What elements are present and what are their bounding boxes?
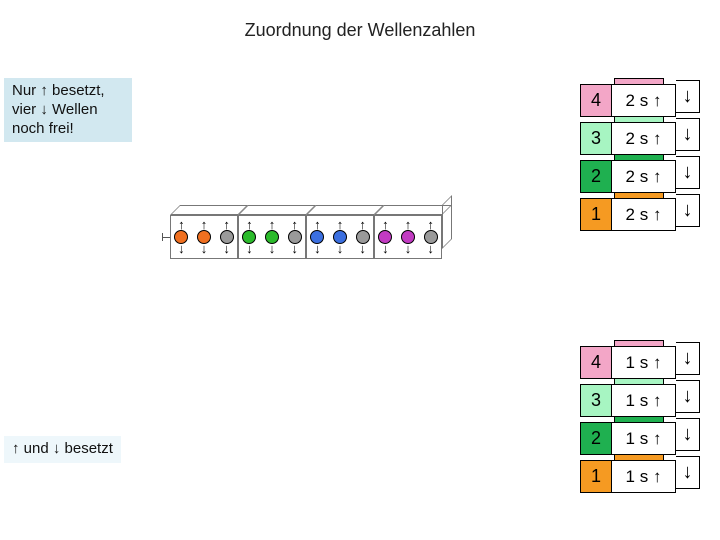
level-arrow-down: ↓ xyxy=(676,380,700,413)
strip-cell: ↑↓↑↓↑↓ xyxy=(374,215,442,259)
level-arrow-down: ↓ xyxy=(676,118,700,151)
spin-down-icon: ↓ xyxy=(201,245,208,253)
level-arrow-down: ↓ xyxy=(676,156,700,189)
spin-up-icon: ↑ xyxy=(178,221,185,229)
electron: ↑↓ xyxy=(333,222,347,252)
level-arrow-down: ↓ xyxy=(676,456,700,489)
note-top-line2: vier ↓ Wellen xyxy=(12,101,98,118)
level-arrow-down: ↓ xyxy=(676,418,700,451)
strip-cell: ↑↓↑↓↑↓ xyxy=(306,215,374,259)
level-label: 2 s ↑ xyxy=(612,160,676,193)
level-number: 1 xyxy=(580,460,612,493)
spin-down-icon: ↓ xyxy=(269,245,276,253)
strip-cell: ↑↓↑↓↑↓ xyxy=(238,215,306,259)
spin-up-icon: ↑ xyxy=(337,221,344,229)
electron: ↑↓ xyxy=(197,222,211,252)
level-row: 12 s ↑↓ xyxy=(580,198,700,231)
spin-up-icon: ↑ xyxy=(223,221,230,229)
spin-up-icon: ↑ xyxy=(382,221,389,229)
spin-up-icon: ↑ xyxy=(246,221,253,229)
level-number: 3 xyxy=(580,122,612,155)
spin-down-icon: ↓ xyxy=(246,245,253,253)
level-row: 42 s ↑↓ xyxy=(580,84,700,117)
level-number: 2 xyxy=(580,160,612,193)
spin-down-icon: ↓ xyxy=(427,245,434,253)
note-bottom: ↑ und ↓ besetzt xyxy=(4,436,121,463)
spin-down-icon: ↓ xyxy=(405,245,412,253)
level-row-tab xyxy=(614,154,664,160)
level-arrow-down: ↓ xyxy=(676,80,700,113)
electron: ↑↓ xyxy=(174,222,188,252)
spin-down-icon: ↓ xyxy=(291,245,298,253)
level-label: 2 s ↑ xyxy=(612,122,676,155)
level-table-upper: 42 s ↑↓32 s ↑↓22 s ↑↓12 s ↑↓ xyxy=(580,84,700,236)
level-row: 31 s ↑↓ xyxy=(580,384,700,417)
level-number: 1 xyxy=(580,198,612,231)
spin-down-icon: ↓ xyxy=(337,245,344,253)
strip-cell: ↑↓↑↓↑↓ xyxy=(170,215,238,259)
level-label: 1 s ↑ xyxy=(612,346,676,379)
level-label: 2 s ↑ xyxy=(612,84,676,117)
level-label: 1 s ↑ xyxy=(612,460,676,493)
level-row: 32 s ↑↓ xyxy=(580,122,700,155)
electron: ↑↓ xyxy=(310,222,324,252)
spin-down-icon: ↓ xyxy=(178,245,185,253)
level-row: 22 s ↑↓ xyxy=(580,160,700,193)
spin-up-icon: ↑ xyxy=(291,221,298,229)
electron: ↑↓ xyxy=(401,222,415,252)
electron: ↑↓ xyxy=(288,222,302,252)
spin-down-icon: ↓ xyxy=(314,245,321,253)
note-top: Nur ↑ besetzt, vier ↓ Wellen noch frei! xyxy=(4,78,132,142)
level-number: 4 xyxy=(580,346,612,379)
spin-up-icon: ↑ xyxy=(201,221,208,229)
level-label: 1 s ↑ xyxy=(612,422,676,455)
spin-up-icon: ↑ xyxy=(427,221,434,229)
spin-down-icon: ↓ xyxy=(382,245,389,253)
electron: ↑↓ xyxy=(424,222,438,252)
spin-up-icon: ↑ xyxy=(359,221,366,229)
level-row-tab xyxy=(614,78,664,84)
level-arrow-down: ↓ xyxy=(676,194,700,227)
note-top-line3: noch frei! xyxy=(12,120,74,137)
note-top-line1: Nur ↑ besetzt, xyxy=(12,82,105,99)
level-table-lower: 41 s ↑↓31 s ↑↓21 s ↑↓11 s ↑↓ xyxy=(580,346,700,498)
level-row-tab xyxy=(614,416,664,422)
level-row-tab xyxy=(614,192,664,198)
electron: ↑↓ xyxy=(242,222,256,252)
level-label: 2 s ↑ xyxy=(612,198,676,231)
spin-down-icon: ↓ xyxy=(223,245,230,253)
electron: ↑↓ xyxy=(356,222,370,252)
spin-down-icon: ↓ xyxy=(359,245,366,253)
level-row: 11 s ↑↓ xyxy=(580,460,700,493)
electron: ↑↓ xyxy=(220,222,234,252)
level-row-tab xyxy=(614,378,664,384)
strip-left-bar xyxy=(162,237,170,238)
orbital-strip: ↑↓↑↓↑↓↑↓↑↓↑↓↑↓↑↓↑↓↑↓↑↓↑↓ xyxy=(170,215,442,259)
page-title: Zuordnung der Wellenzahlen xyxy=(0,20,720,41)
level-row-tab xyxy=(614,454,664,460)
level-label: 1 s ↑ xyxy=(612,384,676,417)
level-number: 3 xyxy=(580,384,612,417)
level-row-tab xyxy=(614,340,664,346)
level-number: 4 xyxy=(580,84,612,117)
spin-up-icon: ↑ xyxy=(405,221,412,229)
level-row: 21 s ↑↓ xyxy=(580,422,700,455)
spin-up-icon: ↑ xyxy=(314,221,321,229)
electron: ↑↓ xyxy=(378,222,392,252)
level-arrow-down: ↓ xyxy=(676,342,700,375)
spin-up-icon: ↑ xyxy=(269,221,276,229)
level-row: 41 s ↑↓ xyxy=(580,346,700,379)
level-row-tab xyxy=(614,116,664,122)
level-number: 2 xyxy=(580,422,612,455)
electron: ↑↓ xyxy=(265,222,279,252)
